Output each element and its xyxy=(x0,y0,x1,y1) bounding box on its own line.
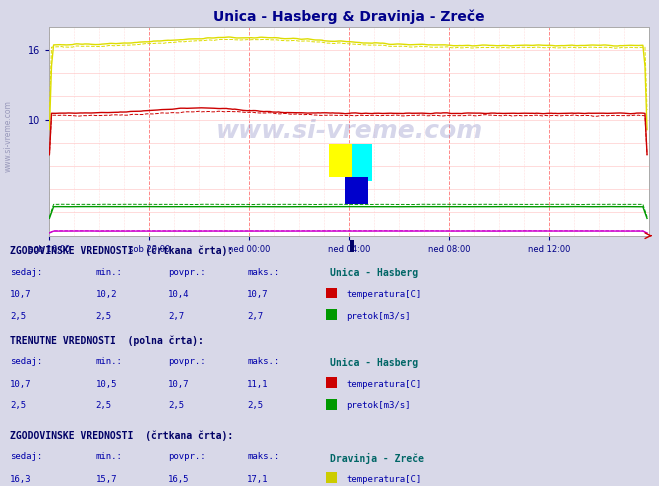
Text: 10,2: 10,2 xyxy=(96,290,117,299)
Text: maks.:: maks.: xyxy=(247,452,279,462)
Text: 15,7: 15,7 xyxy=(96,475,117,484)
Text: temperatura[C]: temperatura[C] xyxy=(346,475,421,484)
Bar xyxy=(353,144,372,181)
Text: povpr.:: povpr.: xyxy=(168,358,206,366)
Text: 10,7: 10,7 xyxy=(10,380,32,389)
Text: 17,1: 17,1 xyxy=(247,475,269,484)
Text: Unica - Hasberg: Unica - Hasberg xyxy=(330,358,418,367)
Text: Unica - Hasberg: Unica - Hasberg xyxy=(330,268,418,278)
Text: temperatura[C]: temperatura[C] xyxy=(346,290,421,299)
Text: 10,4: 10,4 xyxy=(168,290,190,299)
Text: ZGODOVINSKE VREDNOSTI  (črtkana črta):: ZGODOVINSKE VREDNOSTI (črtkana črta): xyxy=(10,430,233,441)
Bar xyxy=(330,144,353,177)
Text: 2,7: 2,7 xyxy=(168,312,184,321)
Text: ZGODOVINSKE VREDNOSTI  (črtkana črta):: ZGODOVINSKE VREDNOSTI (črtkana črta): xyxy=(10,245,233,256)
Text: 10,7: 10,7 xyxy=(168,380,190,389)
Text: sedaj:: sedaj: xyxy=(10,268,42,277)
Text: 2,7: 2,7 xyxy=(247,312,263,321)
Text: 2,5: 2,5 xyxy=(10,312,26,321)
Text: pretok[m3/s]: pretok[m3/s] xyxy=(346,312,411,321)
Text: 10,7: 10,7 xyxy=(247,290,269,299)
Text: Dravinja - Zreče: Dravinja - Zreče xyxy=(330,452,424,464)
Text: 2,5: 2,5 xyxy=(96,401,111,410)
Text: www.si-vreme.com: www.si-vreme.com xyxy=(3,100,13,172)
Text: TRENUTNE VREDNOSTI  (polna črta):: TRENUTNE VREDNOSTI (polna črta): xyxy=(10,335,204,346)
Text: 10,7: 10,7 xyxy=(10,290,32,299)
Bar xyxy=(345,177,368,204)
Text: min.:: min.: xyxy=(96,452,123,462)
Text: temperatura[C]: temperatura[C] xyxy=(346,380,421,389)
Text: 11,1: 11,1 xyxy=(247,380,269,389)
Text: 2,5: 2,5 xyxy=(168,401,184,410)
Text: min.:: min.: xyxy=(96,358,123,366)
Text: www.si-vreme.com: www.si-vreme.com xyxy=(215,119,483,143)
Title: Unica - Hasberg & Dravinja - Zreče: Unica - Hasberg & Dravinja - Zreče xyxy=(214,10,485,24)
Text: sedaj:: sedaj: xyxy=(10,452,42,462)
Text: povpr.:: povpr.: xyxy=(168,452,206,462)
Text: sedaj:: sedaj: xyxy=(10,358,42,366)
Text: 2,5: 2,5 xyxy=(10,401,26,410)
Text: 2,5: 2,5 xyxy=(247,401,263,410)
Text: maks.:: maks.: xyxy=(247,268,279,277)
Bar xyxy=(350,240,354,252)
Text: 16,3: 16,3 xyxy=(10,475,32,484)
Text: povpr.:: povpr.: xyxy=(168,268,206,277)
Text: pretok[m3/s]: pretok[m3/s] xyxy=(346,401,411,410)
Text: 2,5: 2,5 xyxy=(96,312,111,321)
Text: 16,5: 16,5 xyxy=(168,475,190,484)
Text: min.:: min.: xyxy=(96,268,123,277)
Text: 10,5: 10,5 xyxy=(96,380,117,389)
Text: maks.:: maks.: xyxy=(247,358,279,366)
